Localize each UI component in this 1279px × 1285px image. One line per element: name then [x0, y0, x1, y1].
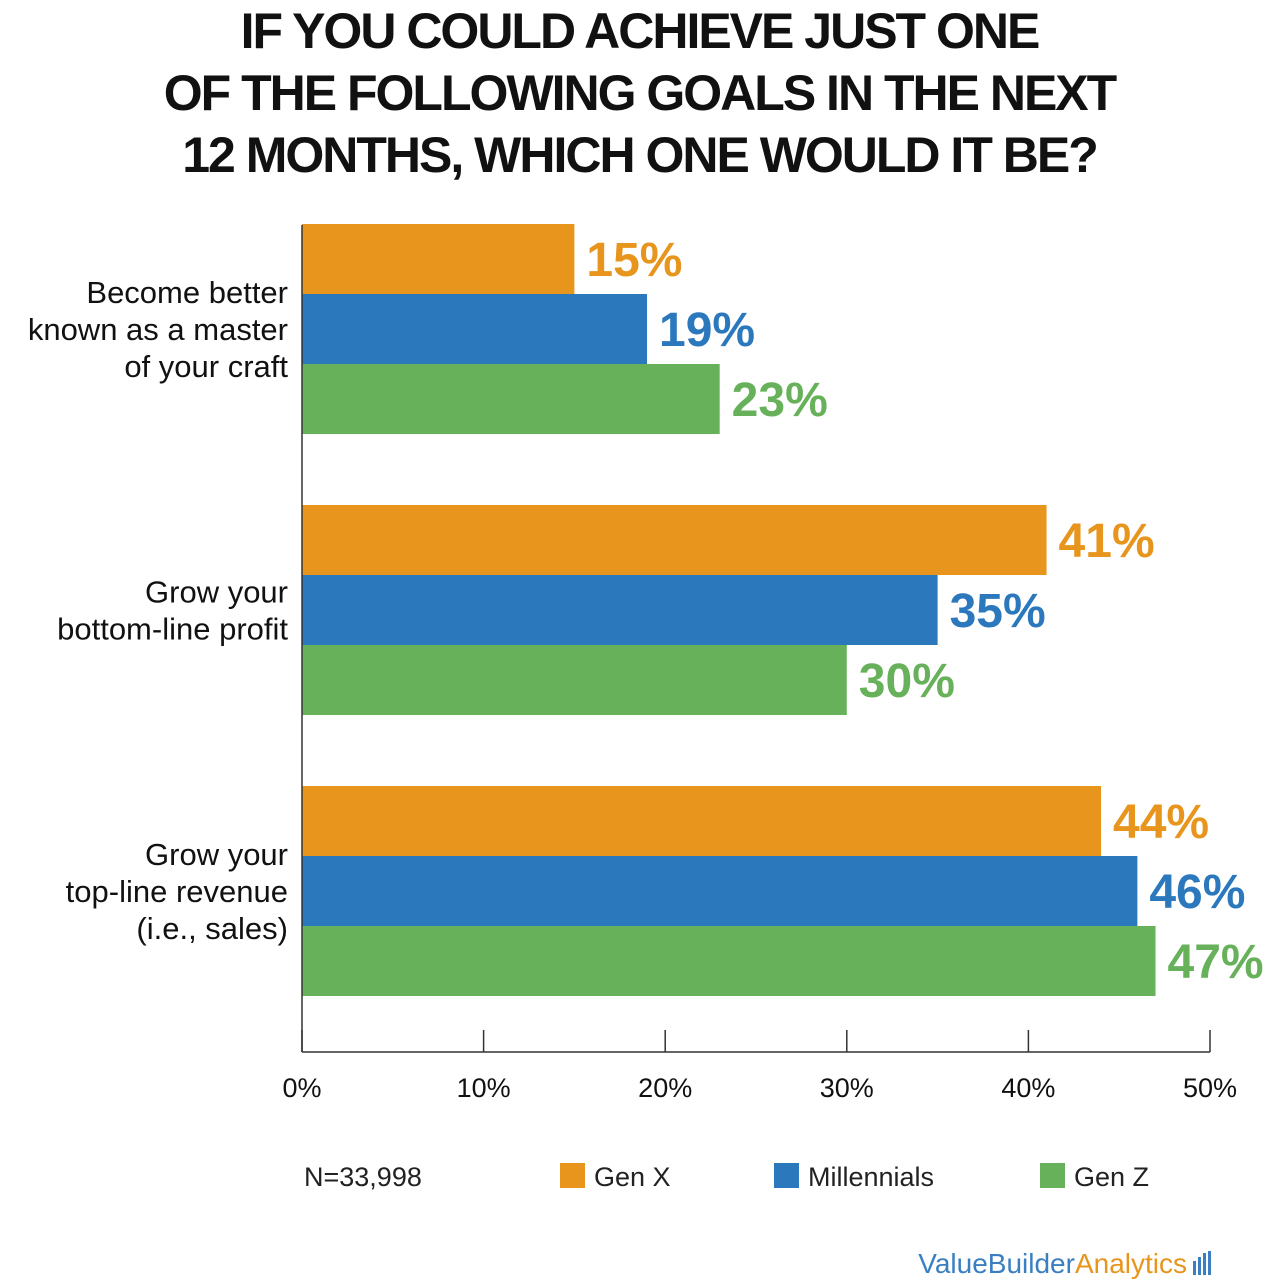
bar-value-label: 44%	[1113, 796, 1209, 849]
chart-title: IF YOU COULD ACHIEVE JUST ONE OF THE FOL…	[0, 0, 1279, 186]
brand-name-part1: ValueBuilder	[918, 1248, 1075, 1279]
legend-label: Gen Z	[1074, 1162, 1149, 1192]
category-label: known as a master	[28, 312, 288, 347]
bar-value-label: 35%	[950, 585, 1046, 638]
bar-value-label: 41%	[1059, 515, 1155, 568]
x-tick-label: 30%	[820, 1073, 874, 1103]
legend-label: Millennials	[808, 1162, 934, 1192]
category-label: Grow your	[145, 837, 288, 872]
category-label: bottom-line profit	[57, 612, 288, 647]
bar	[302, 505, 1047, 575]
bar-value-label: 30%	[859, 655, 955, 708]
bar-value-label: 15%	[586, 234, 682, 287]
bar-chart: 15% 41% 44% 19% 35% 46% 23% 30% 47% Become better…	[28, 224, 1264, 1192]
chart-title-line: 12 MONTHS, WHICH ONE WOULD IT BE?	[182, 127, 1099, 183]
x-tick-label: 20%	[638, 1073, 692, 1103]
x-tick-label: 10%	[457, 1073, 511, 1103]
category-label: top-line revenue	[66, 874, 288, 909]
bar-value-label: 46%	[1149, 866, 1245, 919]
category-label: (i.e., sales)	[136, 911, 288, 946]
bar	[302, 645, 847, 715]
legend-swatch	[774, 1163, 799, 1188]
category-label: of your craft	[124, 349, 288, 384]
bar-chart-icon	[1193, 1250, 1213, 1282]
bar	[302, 856, 1138, 926]
category-label: Become better	[86, 275, 288, 310]
bar-value-label: 23%	[732, 374, 828, 427]
legend-swatch	[1040, 1163, 1065, 1188]
x-tick-label: 50%	[1183, 1073, 1237, 1103]
bar	[302, 575, 938, 645]
bar	[302, 926, 1156, 996]
bar	[302, 364, 720, 434]
chart-title-line: IF YOU COULD ACHIEVE JUST ONE	[240, 3, 1041, 59]
chart-title-line: OF THE FOLLOWING GOALS IN THE NEXT	[163, 65, 1117, 121]
brand-name-part2: Analytics	[1074, 1248, 1187, 1279]
legend-label: Gen X	[594, 1162, 671, 1192]
legend-swatch	[560, 1163, 585, 1188]
brand-logo: ValueBuilderAnalytics	[918, 1248, 1213, 1282]
bar	[302, 786, 1102, 856]
sample-size-note: N=33,998	[304, 1162, 422, 1192]
bar-value-label: 19%	[659, 304, 755, 357]
x-tick-label: 40%	[1001, 1073, 1055, 1103]
bar	[302, 224, 575, 294]
bar	[302, 294, 648, 364]
bar-value-label: 47%	[1168, 936, 1264, 989]
category-label: Grow your	[145, 575, 288, 610]
x-tick-label: 0%	[282, 1073, 321, 1103]
